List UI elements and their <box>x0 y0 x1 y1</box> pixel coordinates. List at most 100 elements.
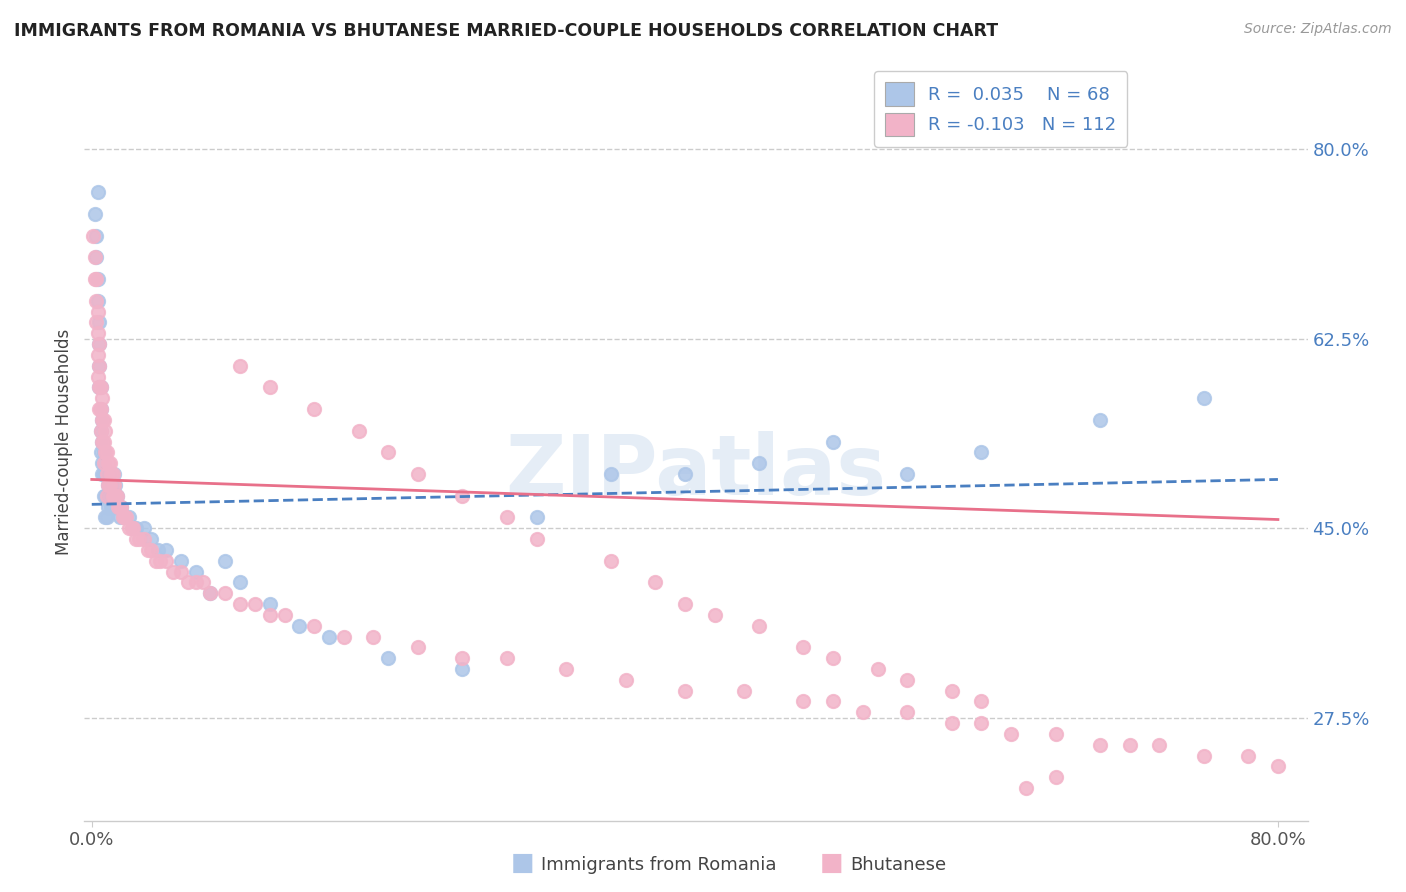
Point <box>97 456 120 470</box>
Point <box>748 456 770 470</box>
Point <box>302 618 325 632</box>
Point <box>406 467 429 481</box>
Point <box>90 402 112 417</box>
Point <box>93 413 115 427</box>
Point <box>229 597 252 611</box>
Point <box>96 489 118 503</box>
Point <box>970 716 993 731</box>
Point <box>89 315 111 329</box>
Point <box>1088 738 1111 752</box>
Point <box>84 293 107 308</box>
Point <box>90 380 112 394</box>
Point <box>1149 738 1171 752</box>
Point <box>107 500 129 514</box>
Point <box>259 597 281 611</box>
Point <box>82 228 104 243</box>
Point <box>288 618 311 632</box>
Text: IMMIGRANTS FROM ROMANIA VS BHUTANESE MARRIED-COUPLE HOUSEHOLDS CORRELATION CHART: IMMIGRANTS FROM ROMANIA VS BHUTANESE MAR… <box>14 22 998 40</box>
Point <box>107 500 129 514</box>
Point <box>1267 759 1289 773</box>
Point <box>121 521 143 535</box>
Point <box>86 326 108 341</box>
Point <box>377 445 399 459</box>
Point <box>86 348 108 362</box>
Point <box>93 445 115 459</box>
Point <box>104 489 127 503</box>
Point <box>115 510 138 524</box>
Point <box>896 673 918 687</box>
Point <box>1088 413 1111 427</box>
Point <box>302 402 325 417</box>
Point <box>673 467 696 481</box>
Legend: R =  0.035    N = 68, R = -0.103   N = 112: R = 0.035 N = 68, R = -0.103 N = 112 <box>875 71 1128 147</box>
Point <box>1015 781 1038 796</box>
Text: ZIPatlas: ZIPatlas <box>506 432 886 512</box>
Point <box>118 510 141 524</box>
Point <box>970 445 993 459</box>
Point <box>110 500 132 514</box>
Point <box>451 662 474 676</box>
Point <box>155 554 177 568</box>
Point <box>136 542 159 557</box>
Point <box>103 478 125 492</box>
Point <box>941 716 963 731</box>
Point <box>101 467 124 481</box>
Point <box>86 293 108 308</box>
Point <box>101 489 124 503</box>
Point <box>333 630 356 644</box>
Point <box>496 651 519 665</box>
Point <box>89 402 111 417</box>
Point <box>94 489 117 503</box>
Point <box>191 575 214 590</box>
Point <box>177 575 200 590</box>
Point <box>214 586 236 600</box>
Point <box>259 607 281 622</box>
Point <box>673 597 696 611</box>
Point <box>200 586 222 600</box>
Point <box>101 489 124 503</box>
Point <box>406 640 429 655</box>
Point <box>84 228 107 243</box>
Point <box>703 607 725 622</box>
Point <box>97 478 120 492</box>
Point <box>1045 727 1067 741</box>
Point <box>83 272 105 286</box>
Point <box>1118 738 1140 752</box>
Point <box>98 489 121 503</box>
Point <box>91 391 114 405</box>
Point <box>96 467 118 481</box>
Point <box>118 521 141 535</box>
Point <box>148 542 170 557</box>
Point <box>89 380 111 394</box>
Point <box>100 467 122 481</box>
Point <box>96 445 118 459</box>
Point <box>823 694 845 708</box>
Point <box>1000 727 1022 741</box>
Point <box>105 489 128 503</box>
Point <box>125 532 148 546</box>
Point <box>599 554 621 568</box>
Point <box>90 424 112 438</box>
Point <box>259 380 281 394</box>
Point <box>98 456 121 470</box>
Point <box>89 359 111 373</box>
Point <box>792 694 814 708</box>
Point <box>91 413 114 427</box>
Point <box>98 478 121 492</box>
Point <box>125 521 148 535</box>
Point <box>94 424 117 438</box>
Point <box>852 706 875 720</box>
Point <box>122 521 145 535</box>
Point <box>733 683 755 698</box>
Point <box>155 542 177 557</box>
Point <box>823 651 845 665</box>
Text: Bhutanese: Bhutanese <box>851 855 946 873</box>
Point <box>94 467 117 481</box>
Point <box>451 489 474 503</box>
Point <box>112 510 135 524</box>
Point <box>93 489 115 503</box>
Point <box>673 683 696 698</box>
Point <box>83 251 105 265</box>
Point <box>112 510 135 524</box>
Point <box>644 575 666 590</box>
